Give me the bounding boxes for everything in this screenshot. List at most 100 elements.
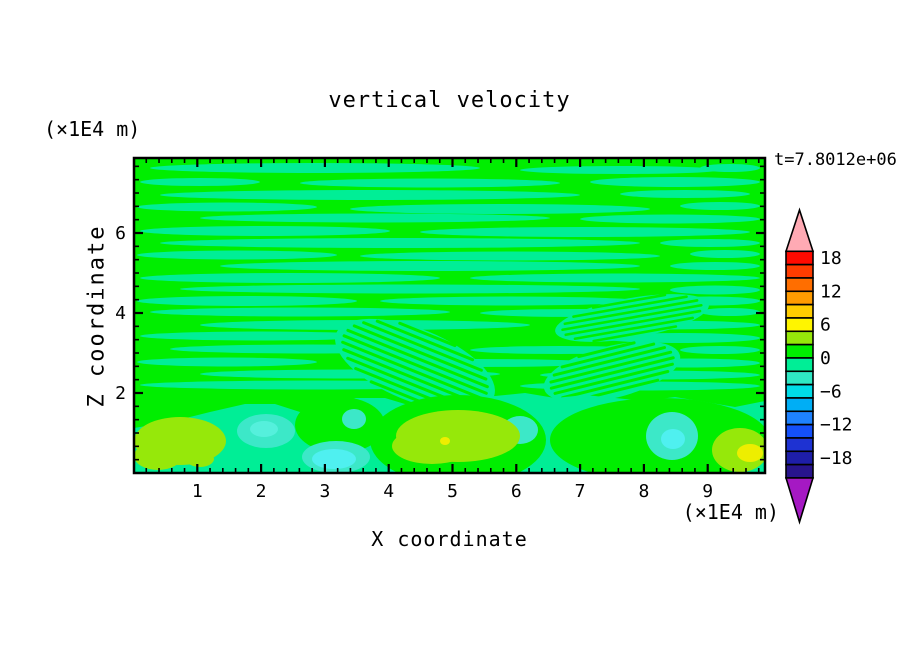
colorbar-label: 12 — [820, 281, 842, 302]
field-streak — [150, 163, 480, 173]
billow-stripe — [398, 321, 457, 348]
colorbar-label: 18 — [820, 248, 842, 269]
x-tick-label: 1 — [192, 481, 203, 502]
field-streak — [670, 285, 760, 295]
billow-stripe — [563, 299, 699, 326]
billow-stripe — [549, 350, 673, 384]
colorbar-segment — [785, 357, 814, 373]
field-streak — [200, 213, 550, 223]
billow-stripe — [564, 309, 702, 337]
field-streak — [590, 177, 760, 187]
colorbar-segment — [785, 463, 814, 479]
colorbar-label: −18 — [820, 448, 853, 469]
field-blob-chartreuse — [392, 428, 472, 464]
billow-stripe — [577, 341, 636, 359]
billow-stripe — [553, 362, 674, 395]
colorbar-label: −12 — [820, 415, 853, 436]
field-streak — [137, 250, 337, 260]
colorbar-segment — [785, 343, 814, 359]
field-blob-cyan — [312, 449, 356, 469]
field-streak — [220, 261, 640, 271]
billow-zone — [335, 318, 495, 412]
x-tick-label: 4 — [383, 481, 394, 502]
x-axis-unit-label: (×1E4 m) — [682, 500, 779, 524]
field-streak — [137, 357, 317, 367]
colorbar-segment — [785, 263, 814, 279]
colorbar-segment — [785, 383, 814, 399]
billow-stripe — [346, 328, 489, 389]
colorbar-bottom-arrow — [784, 477, 815, 525]
field-streak — [660, 239, 760, 247]
tick-labels: 1 2 3 4 5 6 7 8 9 2 4 6 — [115, 223, 713, 502]
y-tick-label: 6 — [115, 223, 126, 244]
colorbar-label: −6 — [820, 381, 842, 402]
colorbar-label: 0 — [820, 348, 831, 369]
colorbar-segment — [785, 303, 814, 319]
field-streak — [140, 226, 390, 236]
colorbar-segment — [785, 290, 814, 306]
colorbar-segment — [785, 317, 814, 333]
colorbar-segment — [785, 437, 814, 453]
billow-stripe — [341, 340, 485, 401]
field-streak — [690, 250, 760, 258]
field-streak — [380, 296, 640, 306]
x-tick-label: 5 — [447, 481, 458, 502]
y-axis-title: Z coordinate — [84, 224, 110, 408]
field-layer — [134, 158, 765, 473]
field-blob-turquoise_light — [250, 421, 278, 437]
field-blob-green — [295, 397, 385, 453]
field-streak — [350, 204, 650, 214]
billow-stripe — [572, 295, 688, 318]
colorbar-label: 6 — [820, 315, 831, 336]
field-streak — [670, 262, 760, 270]
x-tick-label: 3 — [319, 481, 330, 502]
x-tick-label: 7 — [575, 481, 586, 502]
field-blob-yellow — [440, 437, 450, 445]
field-streak — [420, 227, 750, 237]
billow-stripe — [592, 325, 678, 343]
field-blob-chartreuse — [186, 451, 214, 467]
field-blob-turquoise — [342, 409, 366, 429]
field-streak — [140, 273, 440, 283]
field-streak — [300, 178, 560, 188]
billow-stripe — [591, 293, 667, 309]
colorbar-segment — [785, 423, 814, 439]
field-streak — [470, 273, 760, 283]
field-streak — [700, 308, 760, 316]
field-blob-cyan — [661, 429, 685, 449]
field-streak — [580, 214, 760, 224]
billow-stripe — [552, 346, 667, 377]
field-streak — [137, 202, 317, 212]
billow-stripe — [375, 319, 475, 362]
field-streak — [180, 284, 640, 294]
colorbar-top-arrow — [784, 207, 815, 253]
plot-frame — [132, 156, 767, 475]
field-blob-yellow — [737, 444, 763, 462]
colorbar-segment — [785, 250, 814, 266]
field-streak — [620, 190, 750, 198]
billow-stripe — [560, 342, 656, 369]
billow-stripe — [342, 348, 479, 405]
y-axis-unit-label: (×1E4 m) — [44, 117, 141, 141]
y-tick-label: 2 — [115, 383, 126, 404]
billow-stripe — [342, 334, 488, 395]
field-streak — [140, 178, 260, 186]
colorbar-segment — [785, 370, 814, 386]
field-streak — [700, 164, 760, 172]
x-axis-title: X coordinate — [371, 527, 528, 551]
billow-stripe — [573, 316, 694, 341]
colorbar-segment — [785, 410, 814, 426]
billow-stripe — [549, 356, 675, 390]
colorbar-segment — [785, 450, 814, 466]
x-tick-label: 8 — [638, 481, 649, 502]
field-blob-chartreuse — [134, 442, 182, 470]
colorbar-segment — [785, 397, 814, 413]
field-streak — [360, 251, 660, 261]
billow-stripe — [362, 321, 483, 372]
field-streak — [140, 331, 380, 341]
x-tick-label: 6 — [511, 481, 522, 502]
field-streak — [520, 166, 720, 174]
billow-zone — [555, 293, 709, 343]
